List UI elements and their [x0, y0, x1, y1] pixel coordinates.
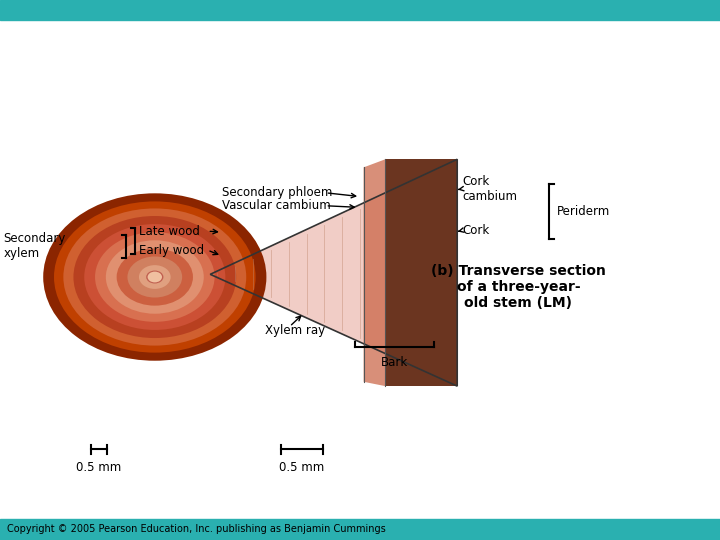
Polygon shape: [210, 159, 457, 386]
Text: Secondary phloem: Secondary phloem: [222, 186, 332, 199]
Text: Periderm: Periderm: [557, 205, 611, 218]
Circle shape: [54, 201, 256, 353]
Circle shape: [84, 224, 225, 330]
Circle shape: [106, 240, 204, 314]
Text: Secondary
xylem: Secondary xylem: [4, 232, 66, 260]
Circle shape: [148, 272, 162, 282]
Text: Cork
cambium: Cork cambium: [462, 175, 517, 203]
Circle shape: [139, 265, 171, 289]
Text: 0.5 mm: 0.5 mm: [76, 461, 121, 474]
Text: Xylem ray: Xylem ray: [265, 324, 325, 337]
Circle shape: [117, 248, 193, 306]
Text: (b) Transverse section
of a three-year-
old stem (LM): (b) Transverse section of a three-year- …: [431, 264, 606, 310]
Circle shape: [73, 216, 236, 338]
Polygon shape: [385, 159, 457, 386]
Circle shape: [127, 256, 182, 298]
Bar: [0, 519, 720, 540]
Text: Cork: Cork: [462, 224, 490, 237]
Text: Late wood: Late wood: [139, 225, 200, 238]
Text: 0.5 mm: 0.5 mm: [279, 461, 324, 474]
Text: Vascular cambium: Vascular cambium: [222, 199, 330, 212]
Polygon shape: [364, 159, 385, 386]
Circle shape: [146, 271, 163, 284]
Bar: [0, 0, 720, 20]
Circle shape: [63, 208, 246, 346]
Circle shape: [43, 193, 266, 361]
Text: Copyright © 2005 Pearson Education, Inc. publishing as Benjamin Cummings: Copyright © 2005 Pearson Education, Inc.…: [7, 524, 386, 534]
Text: Early wood: Early wood: [139, 244, 204, 256]
Circle shape: [95, 232, 215, 322]
Text: Bark: Bark: [381, 356, 408, 369]
